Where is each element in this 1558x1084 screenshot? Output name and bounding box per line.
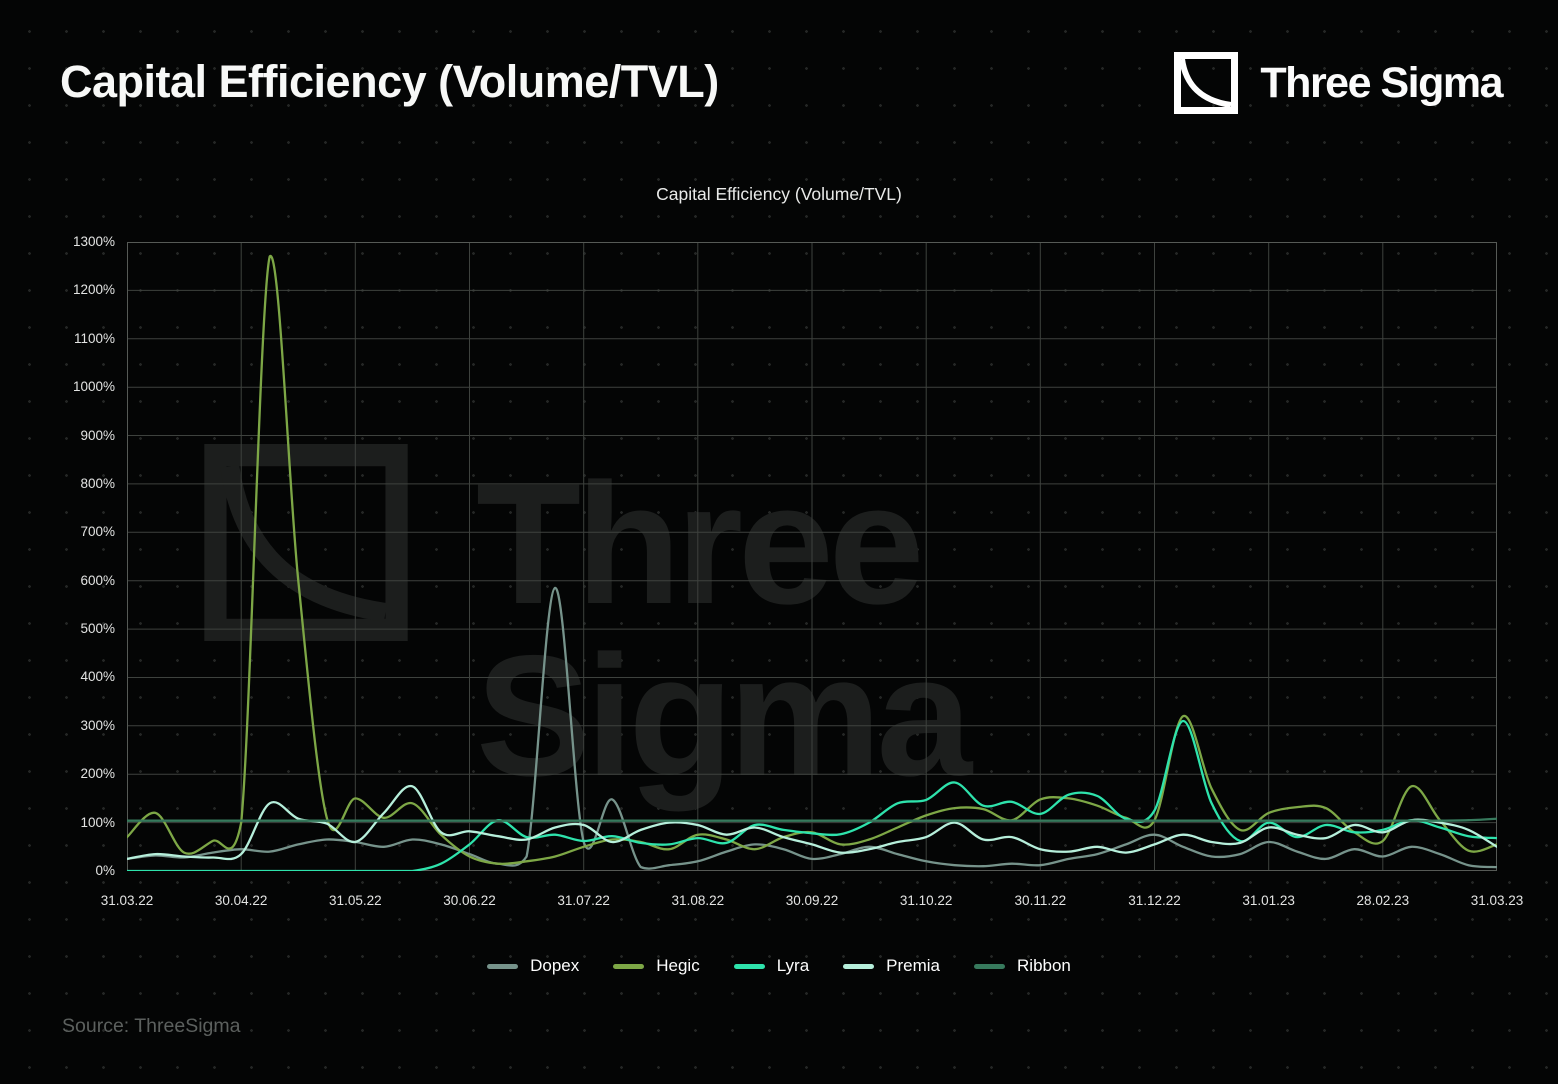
y-tick-label: 1300%: [72, 234, 115, 249]
x-tick-label: 30.04.22: [214, 893, 268, 908]
x-tick-label: 31.01.23: [1242, 893, 1295, 908]
series-line-ribbon: [127, 817, 1497, 822]
legend-label: Premia: [886, 956, 941, 975]
x-tick-label: 31.07.22: [557, 893, 610, 908]
source-text: Source: ThreeSigma: [62, 1015, 241, 1037]
legend-label: Hegic: [656, 956, 700, 975]
legend-swatch: [613, 963, 645, 969]
x-tick-label: 31.08.22: [671, 893, 725, 908]
legend-swatch: [733, 963, 765, 969]
x-tick-label: 31.03.23: [1470, 893, 1524, 908]
chart-plot-svg: [127, 242, 1497, 871]
legend-swatch: [974, 963, 1006, 969]
x-tick-label: 31.12.22: [1128, 893, 1181, 908]
legend-label: Lyra: [776, 956, 810, 975]
three-sigma-logo-icon: [1174, 52, 1239, 114]
chart-legend: Dopex Hegic Lyra Premia Ribbon: [0, 956, 1558, 976]
y-tick-label: 200%: [80, 766, 115, 782]
y-tick-label: 0%: [95, 863, 115, 878]
y-tick-label: 1200%: [72, 282, 115, 298]
chart-subtitle: Capital Efficiency (Volume/TVL): [656, 184, 902, 204]
x-tick-label: 31.05.22: [329, 893, 382, 908]
y-tick-label: 700%: [80, 524, 115, 540]
y-tick-label: 600%: [80, 572, 115, 588]
y-tick-label: 100%: [80, 814, 115, 830]
legend-item-premia[interactable]: Premia: [843, 956, 940, 976]
y-tick-label: 1100%: [73, 330, 115, 346]
x-tick-label: 28.02.23: [1356, 893, 1410, 908]
legend-swatch: [487, 963, 519, 969]
x-tick-label: 30.11.22: [1014, 893, 1067, 908]
y-tick-label: 500%: [80, 621, 115, 637]
y-tick-label: 400%: [80, 669, 115, 685]
legend-swatch: [843, 963, 875, 969]
x-tick-label: 31.03.22: [100, 893, 154, 908]
y-tick-label: 800%: [80, 475, 115, 491]
x-tick-label: 31.10.22: [899, 893, 953, 908]
series-line-premia: [127, 784, 1497, 861]
x-tick-label: 30.09.22: [785, 893, 839, 908]
legend-item-hegic[interactable]: Hegic: [613, 956, 700, 976]
y-tick-label: 1000%: [72, 379, 115, 395]
brand-name: Three Sigma: [1260, 58, 1503, 107]
legend-item-lyra[interactable]: Lyra: [733, 956, 810, 976]
series-line-lyra: [127, 719, 1497, 871]
watermark-logo-icon: [204, 444, 408, 641]
legend-label: Ribbon: [1017, 956, 1071, 975]
legend-label: Dopex: [530, 956, 580, 975]
page-title: Capital Efficiency (Volume/TVL): [60, 56, 719, 107]
y-tick-label: 900%: [80, 427, 115, 443]
brand-logo: Three Sigma: [1174, 52, 1503, 114]
legend-item-ribbon[interactable]: Ribbon: [974, 956, 1071, 976]
legend-item-dopex[interactable]: Dopex: [487, 956, 579, 976]
series-line-dopex: [127, 586, 1497, 870]
x-tick-label: 30.06.22: [443, 893, 496, 908]
series-line-hegic: [127, 255, 1497, 866]
y-tick-label: 300%: [80, 717, 115, 733]
